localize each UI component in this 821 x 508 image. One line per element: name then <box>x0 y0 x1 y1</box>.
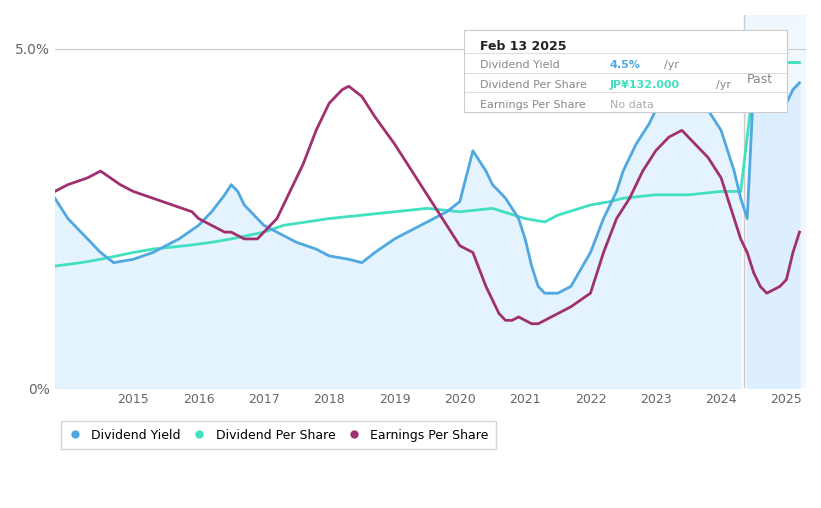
Legend: Dividend Yield, Dividend Per Share, Earnings Per Share: Dividend Yield, Dividend Per Share, Earn… <box>61 421 496 449</box>
Bar <box>744 15 806 388</box>
Text: Past: Past <box>747 73 773 86</box>
